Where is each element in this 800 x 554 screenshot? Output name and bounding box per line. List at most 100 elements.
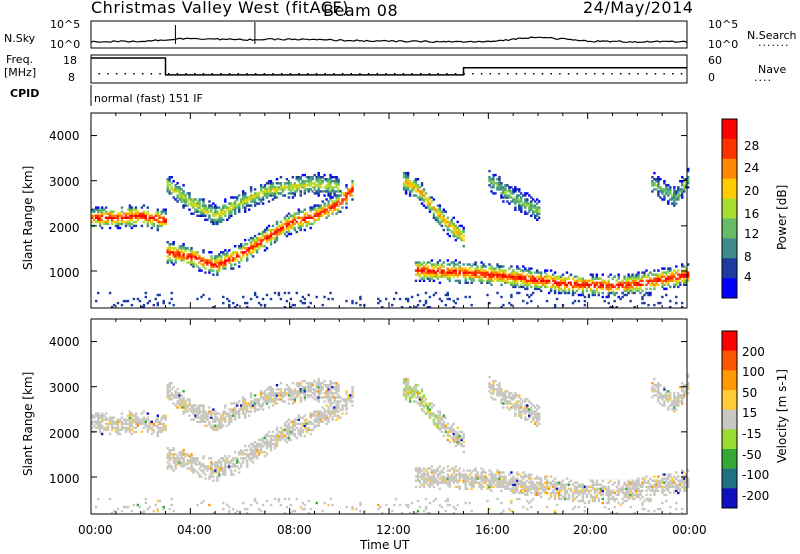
velocity-cell — [416, 509, 420, 513]
velocity-cell — [116, 430, 120, 434]
power-cell — [406, 184, 410, 187]
power-cell — [212, 273, 215, 276]
power-cell — [647, 273, 650, 276]
power-cell — [333, 182, 336, 185]
power-cell — [293, 182, 296, 185]
velocity-cell — [208, 457, 211, 460]
power-cell — [321, 208, 324, 211]
power-cell — [530, 200, 533, 203]
power-cell — [236, 253, 239, 256]
power-cell — [653, 184, 656, 187]
power-cell — [532, 279, 535, 282]
velocity-cell — [281, 430, 285, 434]
power-cell — [91, 214, 94, 217]
velocity-cell — [293, 392, 296, 395]
power-cell — [414, 279, 418, 282]
power-cell — [172, 188, 175, 191]
velocity-cell — [186, 463, 189, 466]
velocity-cell — [299, 505, 302, 509]
velocity-cell — [426, 473, 430, 476]
velocity-cell — [152, 509, 155, 513]
velocity-cell — [418, 505, 422, 509]
power-cell — [303, 208, 306, 211]
velocity-cell — [170, 465, 173, 468]
power-cell — [514, 277, 517, 280]
power-cell — [522, 269, 525, 272]
power-cell — [158, 216, 161, 219]
velocity-cell — [168, 384, 171, 387]
velocity-cell — [293, 398, 296, 401]
power-cell — [534, 277, 537, 280]
velocity-cell — [432, 469, 436, 472]
velocity-cell — [337, 384, 340, 387]
power-cell — [424, 198, 428, 201]
velocity-cell — [174, 465, 177, 468]
power-cell — [329, 180, 332, 183]
velocity-cell — [166, 392, 169, 395]
power-cell — [488, 180, 491, 183]
power-cell — [683, 190, 686, 193]
power-cell — [162, 216, 165, 219]
power-cell — [518, 190, 521, 193]
power-cell — [490, 273, 493, 276]
power-cell — [220, 218, 223, 221]
power-cell — [184, 202, 187, 205]
power-cell — [265, 247, 269, 250]
velocity-cell — [273, 438, 277, 442]
velocity-cell — [220, 422, 223, 425]
power-cell — [204, 210, 207, 213]
velocity-cell — [295, 384, 298, 387]
velocity-cell — [297, 394, 300, 397]
power-cell — [468, 275, 471, 278]
velocity-cell — [329, 388, 332, 391]
power-cell — [293, 214, 296, 217]
velocity-cell — [200, 418, 203, 421]
power-cell — [647, 293, 650, 297]
velocity-cell — [297, 430, 300, 434]
velocity-cell — [440, 469, 444, 472]
power-cell — [299, 182, 302, 185]
power-cell — [118, 222, 122, 226]
velocity-cell — [253, 408, 257, 411]
power-cell — [257, 245, 261, 248]
velocity-cell — [339, 408, 342, 411]
power-cell — [524, 287, 527, 291]
power-cell — [518, 267, 521, 270]
power-cell — [128, 224, 132, 228]
velocity-cell — [251, 457, 255, 460]
power-cell — [186, 257, 189, 260]
power-cell — [424, 273, 428, 276]
power-cell — [657, 301, 660, 305]
power-cell — [204, 259, 207, 262]
power-cell — [265, 190, 269, 193]
power-cell — [442, 261, 445, 264]
power-cell — [520, 198, 523, 201]
power-cell — [492, 275, 495, 278]
power-cell — [134, 214, 138, 217]
power-cell — [669, 273, 672, 276]
power-cell — [540, 285, 543, 289]
velocity-cell — [249, 394, 253, 397]
velocity-cell — [506, 406, 509, 409]
velocity-cell — [428, 479, 432, 482]
power-cell — [522, 285, 525, 289]
power-cell — [289, 192, 293, 195]
velocity-cell — [335, 414, 338, 417]
power-cell — [253, 204, 257, 207]
power-cell — [490, 178, 493, 181]
velocity-cell — [500, 471, 503, 474]
velocity-cell — [502, 398, 505, 401]
power-cell — [261, 190, 265, 193]
velocity-cell — [476, 475, 479, 478]
power-cell — [269, 192, 273, 195]
power-cell — [210, 208, 213, 211]
power-cell — [565, 271, 569, 274]
power-cell — [502, 273, 505, 276]
power-cell — [456, 273, 459, 276]
velocity-cell — [436, 416, 440, 419]
velocity-cell — [228, 463, 231, 466]
velocity-cell — [456, 485, 459, 488]
power-cell — [317, 206, 320, 209]
power-cell — [216, 212, 219, 215]
velocity-cell — [426, 467, 430, 470]
